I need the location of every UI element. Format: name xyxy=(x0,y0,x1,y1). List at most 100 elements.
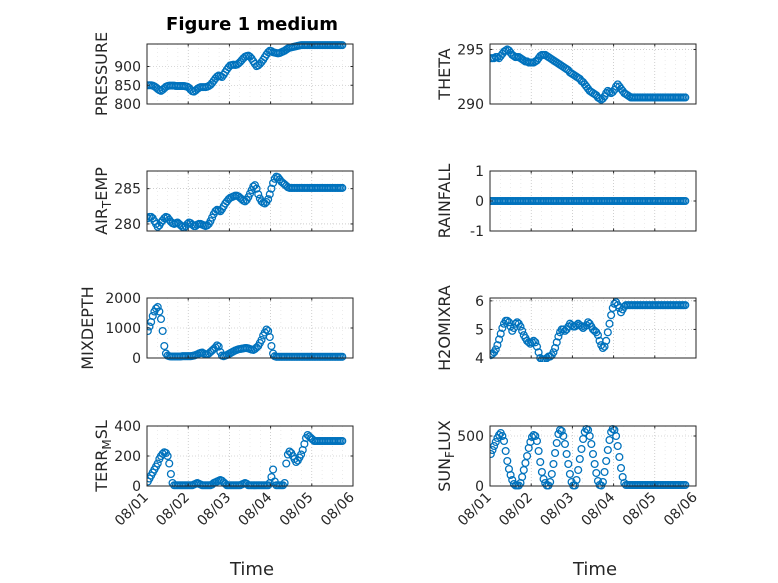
data-point xyxy=(593,331,602,340)
data-point xyxy=(496,329,505,338)
axes-box xyxy=(146,170,354,232)
y-tick-label: 500 xyxy=(457,429,484,445)
x-tick-label: 08/04 xyxy=(579,489,619,529)
y-axis-label: MIXDEPTH xyxy=(78,286,97,369)
data-point xyxy=(166,469,175,479)
y-tick-label: 0 xyxy=(132,351,141,367)
series-markers xyxy=(490,424,690,490)
x-tick-label: 08/06 xyxy=(661,489,701,529)
data-point xyxy=(498,431,507,441)
data-point xyxy=(211,343,220,352)
y-tick-label: 800 xyxy=(114,97,141,113)
data-point xyxy=(490,445,497,455)
y-tick-label: 0 xyxy=(475,479,484,495)
data-point xyxy=(523,451,532,461)
data-point xyxy=(527,432,537,442)
data-point xyxy=(616,463,626,473)
data-point xyxy=(490,449,495,459)
x-tick-label: 08/05 xyxy=(277,490,317,530)
subplot: 0 1000 2000 MIXDEPTH xyxy=(78,286,354,370)
data-point xyxy=(600,467,609,477)
data-point xyxy=(491,345,500,354)
data-point xyxy=(495,430,504,440)
data-point xyxy=(588,449,598,459)
data-point xyxy=(495,335,504,344)
y-axis-label: SUNFLUX xyxy=(435,420,457,492)
data-point xyxy=(265,190,274,199)
y-tick-label: 285 xyxy=(114,182,141,198)
data-point xyxy=(531,338,540,347)
data-point xyxy=(598,477,607,487)
data-point xyxy=(165,459,174,468)
data-point xyxy=(612,431,621,441)
data-point xyxy=(148,311,157,321)
subplot: 08/01 08/02 08/03 08/04 08/05 08/06 0 200 400TER… xyxy=(92,419,358,529)
data-point xyxy=(557,426,566,436)
y-axis-label: AIRTEMP xyxy=(92,167,114,235)
x-tick-label: 08/03 xyxy=(537,490,577,530)
y-tick-label: 900 xyxy=(114,60,141,76)
data-point xyxy=(534,446,543,456)
data-point xyxy=(564,459,573,469)
y-tick-label: 1000 xyxy=(105,321,141,337)
data-point xyxy=(612,82,621,91)
y-tick-label: 295 xyxy=(457,42,484,58)
y-tick-label: 6 xyxy=(475,294,484,310)
data-point xyxy=(267,184,276,193)
x-tick-label: 08/02 xyxy=(496,490,536,530)
data-point xyxy=(282,459,291,468)
data-point xyxy=(536,457,545,467)
data-point xyxy=(499,436,509,446)
data-point xyxy=(297,450,306,459)
y-axis-label: RAINFALL xyxy=(435,164,454,239)
data-point xyxy=(681,480,690,490)
data-point xyxy=(615,452,624,462)
data-point xyxy=(158,449,167,458)
data-point xyxy=(577,322,586,331)
data-point xyxy=(155,307,164,316)
data-point xyxy=(595,94,604,103)
y-tick-label: 1 xyxy=(475,164,484,180)
x-tick-label: 08/01 xyxy=(112,490,152,530)
subplot: 4 5 6 H2OMIXRA xyxy=(435,285,697,371)
data-point xyxy=(539,474,548,484)
data-point xyxy=(490,441,499,451)
data-point xyxy=(681,93,690,102)
data-point xyxy=(264,481,273,490)
x-tick-label: 08/03 xyxy=(194,490,234,530)
data-point xyxy=(501,446,510,456)
data-point xyxy=(559,431,568,441)
data-point xyxy=(552,438,561,448)
y-tick-label: 2000 xyxy=(105,291,141,307)
data-point xyxy=(602,336,611,345)
data-point xyxy=(516,322,525,331)
x-tick-label: 08/02 xyxy=(153,490,193,530)
data-point xyxy=(527,338,537,347)
y-axis-label: TERRMSL xyxy=(92,420,114,493)
data-point xyxy=(607,311,616,320)
data-point xyxy=(560,439,570,449)
data-point xyxy=(269,178,278,188)
y-tick-label: 0 xyxy=(132,479,141,495)
data-point xyxy=(605,319,614,328)
data-point xyxy=(531,431,540,441)
subplot: -1 0 1 RAINFALL xyxy=(435,164,697,240)
data-point xyxy=(503,456,512,466)
data-point xyxy=(554,332,563,341)
data-point xyxy=(598,343,607,353)
figure-title: Figure 1 medium xyxy=(166,14,338,35)
x-tick-label: 08/06 xyxy=(318,489,358,529)
data-point xyxy=(163,451,172,461)
data-point xyxy=(585,431,594,441)
data-point xyxy=(269,465,278,474)
data-point xyxy=(498,323,507,333)
data-point xyxy=(338,41,347,50)
data-point xyxy=(592,468,601,478)
data-point xyxy=(518,326,527,335)
data-point xyxy=(214,342,223,351)
data-point xyxy=(501,46,510,55)
y-tick-label: 400 xyxy=(114,419,141,435)
x-axis-label-left: Time xyxy=(229,559,274,580)
